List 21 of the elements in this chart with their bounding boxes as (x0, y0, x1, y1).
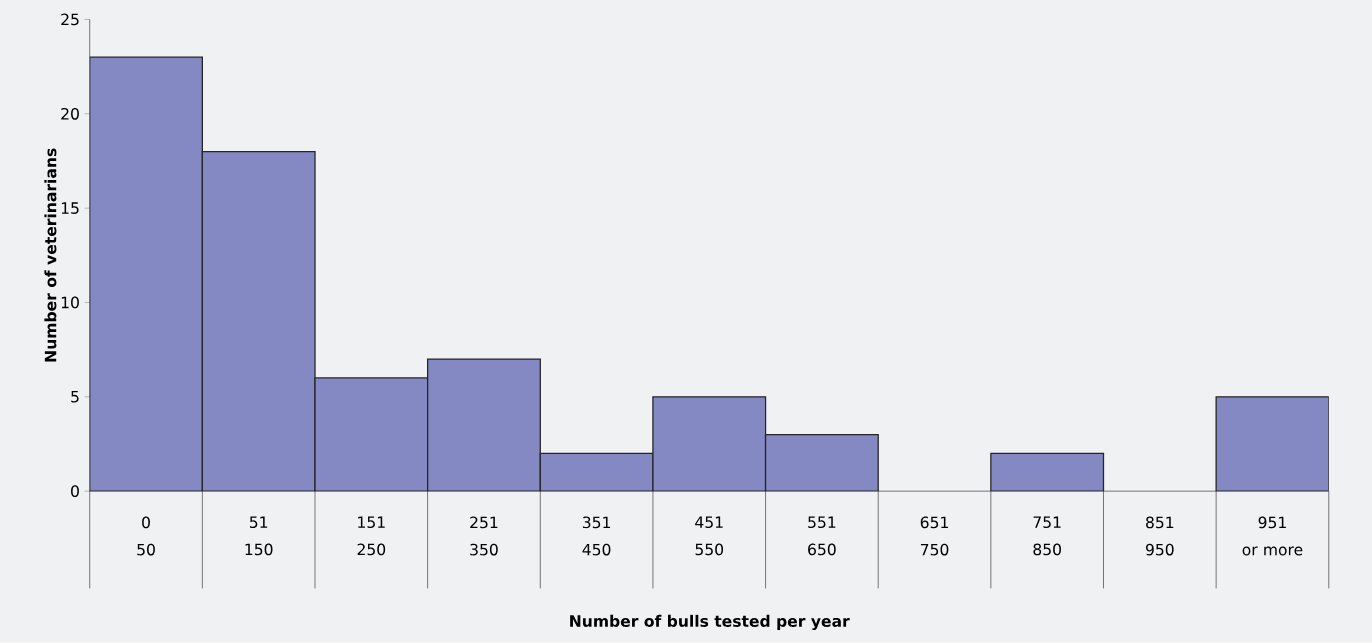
x-tick-label: 551 650 (808, 516, 836, 556)
y-tick-label: 15 (61, 202, 79, 214)
x-tick-label: 351 450 (582, 516, 611, 556)
y-axis-title: Number of veterinarians (44, 148, 57, 362)
y-tick-label: 10 (61, 296, 79, 309)
x-tick-label: 751 850 (1033, 516, 1061, 556)
bar (1215, 396, 1329, 492)
x-tick-label: 851 950 (1145, 516, 1174, 556)
x-tick-label: 0 50 (137, 516, 155, 556)
x-tick-label: 151 250 (357, 516, 386, 556)
y-tick-label: 25 (61, 13, 79, 26)
x-tick-label: 451 550 (695, 516, 724, 556)
bar (990, 452, 1105, 492)
x-tick-label: 251 350 (470, 516, 498, 556)
y-tick-label: 5 (71, 391, 79, 403)
x-tick-label: 651 750 (920, 516, 949, 556)
x-axis-title: Number of bulls tested per year (570, 614, 850, 631)
x-tick-label: 51 150 (245, 516, 273, 556)
y-tick-label: 20 (61, 107, 79, 120)
x-tick-label: 951 or more (1242, 516, 1303, 556)
y-tick-label: 0 (71, 485, 79, 498)
